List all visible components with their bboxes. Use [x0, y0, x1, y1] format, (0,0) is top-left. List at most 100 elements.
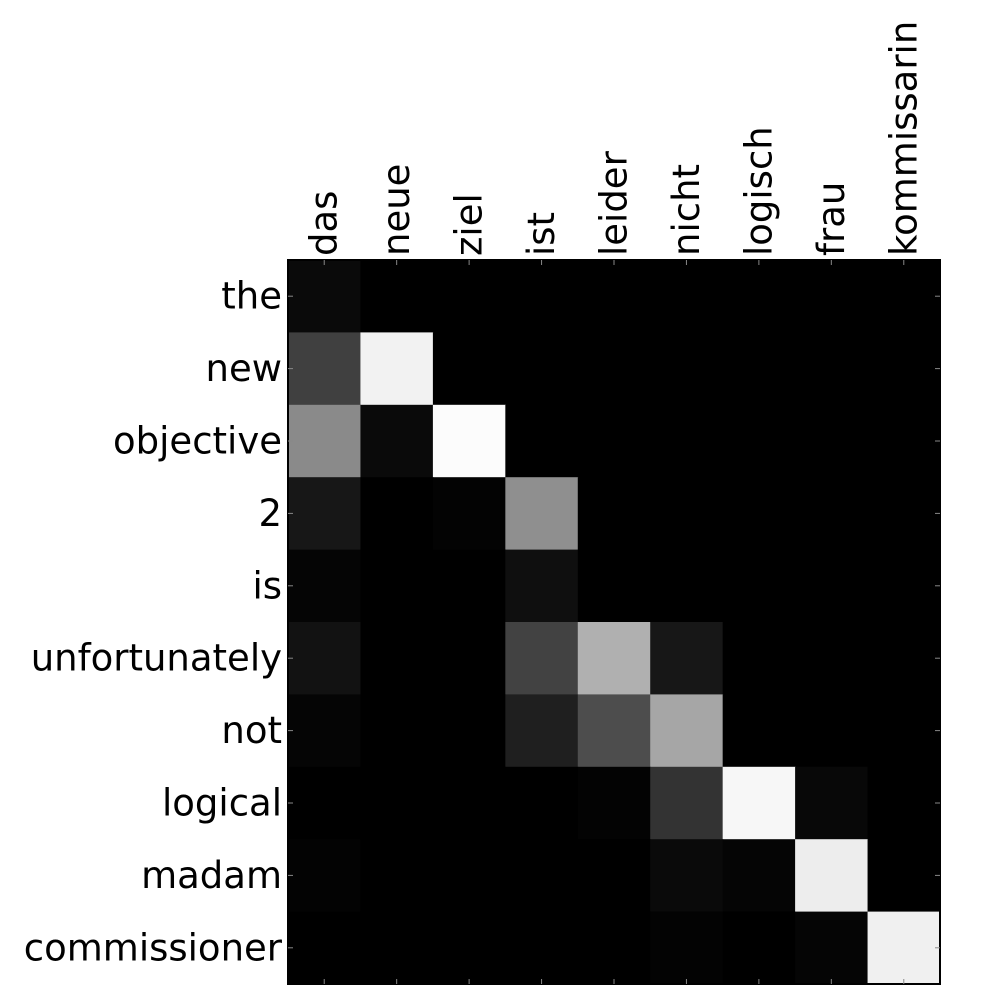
y-tick-label: 2 [258, 492, 282, 535]
heatmap-cell-9-3 [505, 911, 579, 985]
heatmap-cell-5-2 [432, 622, 506, 695]
heatmap-cell-4-8 [867, 549, 941, 623]
y-tick-label: objective [113, 420, 282, 463]
heatmap-cell-8-7 [795, 839, 869, 913]
heatmap-cell-9-7 [795, 911, 869, 985]
heatmap-cell-8-5 [650, 839, 724, 913]
heatmap-cell-9-6 [722, 911, 796, 985]
heatmap-cell-9-4 [577, 911, 651, 985]
heatmap-cell-0-0 [288, 260, 362, 333]
x-tick-labels: das neue ziel ist leider nicht logisch frau komm… [303, 21, 926, 256]
y-tick-label: commissioner [24, 926, 283, 969]
heatmap-cell-8-1 [360, 839, 434, 913]
heatmap-cell-7-7 [795, 766, 869, 840]
tick-marks [288, 260, 940, 984]
heatmap-cell-6-7 [795, 694, 869, 768]
heatmap-cell-3-7 [795, 477, 869, 551]
heatmap-cell-8-4 [577, 839, 651, 913]
heatmap-cell-2-4 [577, 404, 651, 478]
y-tick-label: unfortunately [31, 637, 282, 680]
heatmap-cell-6-5 [650, 694, 724, 768]
heatmap-cell-4-3 [505, 549, 579, 623]
heatmap-cell-1-5 [650, 332, 724, 406]
heatmap-cell-4-2 [432, 549, 506, 623]
heatmap-cell-8-3 [505, 839, 579, 913]
heatmap-cell-5-1 [360, 622, 434, 695]
heatmap-cell-2-1 [360, 404, 434, 478]
heatmap-cell-0-4 [577, 260, 651, 333]
heatmap-cell-0-8 [867, 260, 941, 333]
heatmap-cell-6-0 [288, 694, 362, 768]
heatmap-cell-6-3 [505, 694, 579, 768]
heatmap-cell-5-4 [577, 622, 651, 695]
heatmap-cell-7-1 [360, 766, 434, 840]
heatmap-cell-6-4 [577, 694, 651, 768]
heatmap-cell-5-5 [650, 622, 724, 695]
heatmap-cell-7-3 [505, 766, 579, 840]
heatmap-cell-8-0 [288, 839, 362, 913]
x-tick-label: neue [375, 164, 418, 256]
y-tick-label: logical [162, 782, 282, 825]
heatmap-cell-7-8 [867, 766, 941, 840]
heatmap-cell-3-0 [288, 477, 362, 551]
heatmap-cell-1-7 [795, 332, 869, 406]
y-tick-label: the [221, 275, 282, 318]
y-tick-label: is [252, 564, 282, 607]
heatmap-cell-0-6 [722, 260, 796, 333]
heatmap-cell-4-4 [577, 549, 651, 623]
heatmap-cell-9-8 [867, 911, 941, 985]
heatmap-cell-3-6 [722, 477, 796, 551]
heatmap-cell-0-5 [650, 260, 724, 333]
x-tick-label: logisch [737, 126, 780, 256]
heatmap-cell-3-8 [867, 477, 941, 551]
heatmap-cell-6-2 [432, 694, 506, 768]
heatmap-cell-5-8 [867, 622, 941, 695]
heatmap-cell-2-2 [432, 404, 506, 478]
x-tick-label: ist [520, 212, 563, 256]
heatmap-cell-3-1 [360, 477, 434, 551]
heatmap-cell-5-6 [722, 622, 796, 695]
heatmap-cell-9-0 [288, 911, 362, 985]
heatmap-cell-8-2 [432, 839, 506, 913]
heatmap-cell-3-3 [505, 477, 579, 551]
heatmap-cell-1-8 [867, 332, 941, 406]
heatmap-cell-4-0 [288, 549, 362, 623]
heatmap-cell-4-1 [360, 549, 434, 623]
heatmap-cell-6-8 [867, 694, 941, 768]
heatmap-cell-8-6 [722, 839, 796, 913]
heatmap-cell-4-6 [722, 549, 796, 623]
heatmap-cell-1-1 [360, 332, 434, 406]
heatmap-cell-2-5 [650, 404, 724, 478]
heatmap-cell-2-8 [867, 404, 941, 478]
y-tick-label: madam [141, 854, 282, 897]
heatmap-cell-7-0 [288, 766, 362, 840]
heatmap-cell-1-0 [288, 332, 362, 406]
heatmap-cell-8-8 [867, 839, 941, 913]
heatmap-cell-7-4 [577, 766, 651, 840]
heatmap-cell-7-5 [650, 766, 724, 840]
heatmap-cell-0-7 [795, 260, 869, 333]
heatmap-cell-1-6 [722, 332, 796, 406]
heatmap-cell-5-0 [288, 622, 362, 695]
heatmap-cell-9-5 [650, 911, 724, 985]
x-tick-label: frau [810, 182, 853, 256]
x-tick-label: nicht [665, 164, 708, 256]
heatmap-cell-3-2 [432, 477, 506, 551]
x-tick-label: das [303, 191, 346, 256]
heatmap-cell-9-1 [360, 911, 434, 985]
heatmap-cell-6-1 [360, 694, 434, 768]
heatmap-cell-2-0 [288, 404, 362, 478]
heatmap-cell-0-1 [360, 260, 434, 333]
y-tick-label: not [221, 709, 282, 752]
x-tick-label: ziel [448, 193, 491, 256]
heatmap-cell-9-2 [432, 911, 506, 985]
x-tick-label: kommissarin [882, 21, 925, 256]
heatmap-cell-1-3 [505, 332, 579, 406]
heatmap-cell-4-5 [650, 549, 724, 623]
heatmap-cell-1-4 [577, 332, 651, 406]
x-tick-label: leider [593, 150, 636, 256]
heatmap-cell-5-3 [505, 622, 579, 695]
heatmap-cells [288, 260, 941, 985]
heatmap-cell-2-3 [505, 404, 579, 478]
